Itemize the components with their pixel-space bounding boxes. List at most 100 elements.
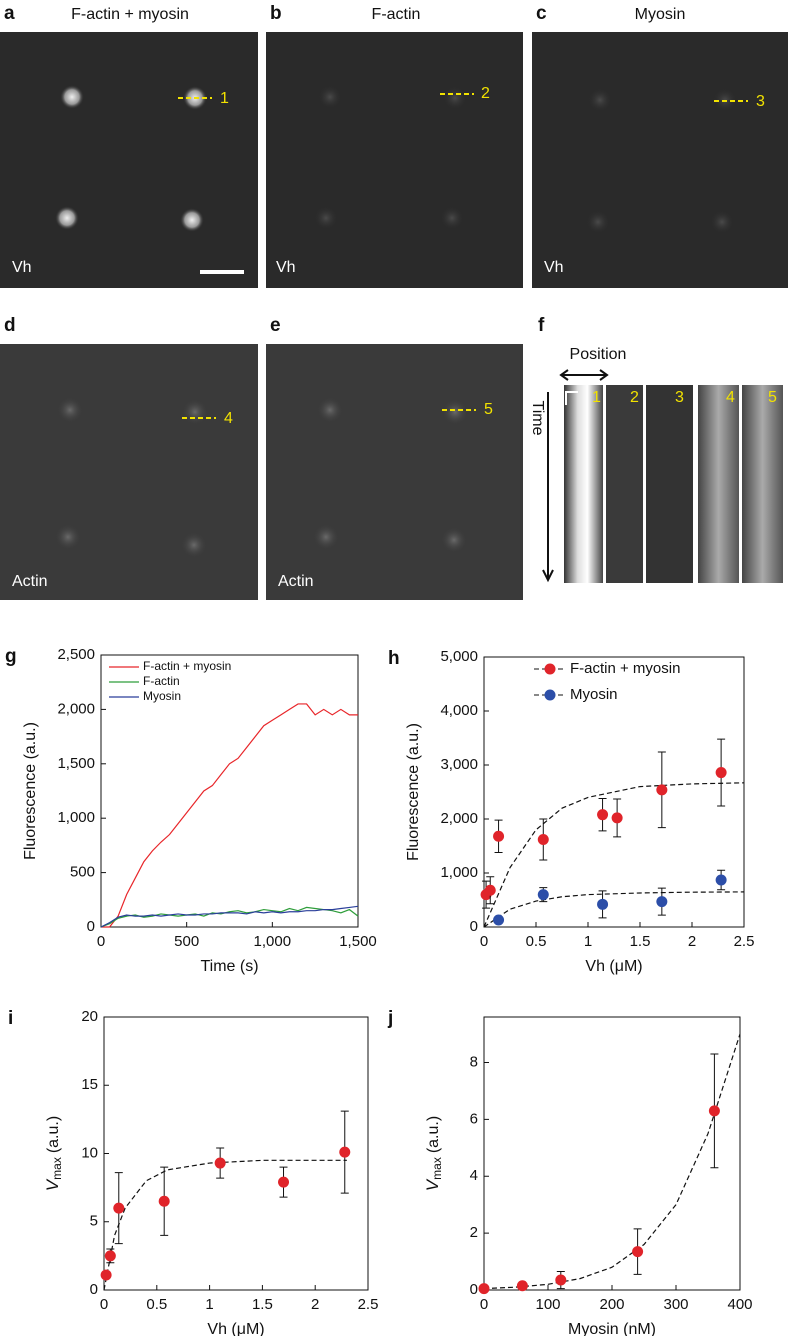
spot bbox=[442, 399, 468, 425]
panel-b: b F-actin 2 Vh bbox=[266, 3, 523, 288]
fit-line bbox=[483, 782, 745, 928]
fit-line bbox=[103, 1159, 347, 1291]
spot bbox=[586, 210, 610, 234]
line-number: 2 bbox=[481, 85, 490, 102]
channel-label: Actin bbox=[12, 573, 48, 590]
point bbox=[656, 784, 668, 796]
line-number: 4 bbox=[224, 410, 233, 427]
x-axis-label: Vh (μM) bbox=[585, 958, 642, 975]
lane-number: 5 bbox=[768, 389, 777, 406]
y-tick-label: 0 bbox=[470, 918, 478, 935]
position-label: Position bbox=[570, 346, 627, 363]
point bbox=[484, 884, 496, 896]
x-tick-label: 0.5 bbox=[526, 933, 547, 950]
legend-label: F-actin bbox=[143, 674, 180, 688]
spot bbox=[55, 524, 81, 550]
chart-g: g 0 500 1,000 1,500 0 500 1,000 1,500 2,000 2,500 T… bbox=[5, 646, 377, 975]
panel-label: b bbox=[270, 3, 282, 24]
spot bbox=[318, 85, 342, 109]
point bbox=[214, 1157, 226, 1169]
point bbox=[611, 812, 623, 824]
x-tick-label: 2.5 bbox=[358, 1296, 379, 1313]
y-tick-label: 1,000 bbox=[57, 809, 95, 826]
y-symbol: V bbox=[423, 1178, 442, 1191]
y-tick-label: 10 bbox=[81, 1144, 98, 1161]
panel-label: j bbox=[387, 1008, 393, 1029]
x-tick-label: 200 bbox=[599, 1296, 624, 1313]
x-tick-label: 1.5 bbox=[630, 933, 651, 950]
point bbox=[708, 1105, 720, 1117]
spot bbox=[57, 397, 83, 423]
point bbox=[537, 889, 549, 901]
position-arrow bbox=[559, 369, 609, 381]
spot bbox=[180, 208, 204, 232]
panel-label: i bbox=[8, 1008, 13, 1029]
point bbox=[100, 1269, 112, 1281]
y-tick-label: 0 bbox=[87, 918, 95, 935]
spot bbox=[182, 399, 208, 425]
panel-label: a bbox=[4, 3, 15, 24]
x-tick-label: 1,500 bbox=[339, 933, 377, 950]
chart-j: j 0 100 200 300 400 0 2 4 6 8 Myosin (nM) Vmax (a.u.) bbox=[387, 1008, 753, 1336]
chart-i: i 0 0.5 1 1.5 2 2.5 0 5 10 15 20 Vh (μM) Vmax (a.u.) bbox=[8, 1008, 378, 1336]
legend-label: F-actin + myosin bbox=[143, 659, 231, 673]
panel-label: d bbox=[4, 315, 16, 336]
x-tick-label: 1 bbox=[205, 1296, 213, 1313]
y-tick-label: 0 bbox=[90, 1281, 98, 1298]
y-subscript: max bbox=[50, 1157, 64, 1180]
spot bbox=[60, 85, 84, 109]
point bbox=[656, 896, 668, 908]
y-tick-label: 15 bbox=[81, 1076, 98, 1093]
micrograph bbox=[0, 344, 258, 600]
point bbox=[537, 834, 549, 846]
panel-title: F-actin + myosin bbox=[71, 6, 189, 23]
y-tick-label: 1,500 bbox=[57, 755, 95, 772]
spot bbox=[181, 532, 207, 558]
micrograph bbox=[0, 32, 258, 288]
lane-number: 2 bbox=[630, 389, 639, 406]
legend-marker bbox=[544, 689, 556, 701]
fit-line bbox=[483, 1033, 741, 1290]
lane-number: 1 bbox=[592, 389, 601, 406]
point bbox=[632, 1246, 644, 1258]
point bbox=[278, 1176, 290, 1188]
kymograph bbox=[698, 385, 739, 583]
micrograph bbox=[532, 32, 788, 288]
y-tick-label: 3,000 bbox=[440, 756, 478, 773]
y-subscript: max bbox=[430, 1157, 444, 1180]
spot bbox=[441, 527, 467, 553]
y-unit: (a.u.) bbox=[45, 1116, 62, 1153]
point bbox=[715, 874, 727, 886]
legend-label: F-actin + myosin bbox=[570, 660, 680, 677]
legend-label: Myosin bbox=[143, 689, 181, 703]
x-tick-label: 1.5 bbox=[252, 1296, 273, 1313]
x-tick-label: 400 bbox=[727, 1296, 752, 1313]
y-tick-label: 2,500 bbox=[57, 646, 95, 663]
point bbox=[158, 1195, 170, 1207]
panel-title: Myosin bbox=[635, 6, 686, 23]
spot bbox=[443, 86, 467, 110]
time-arrow bbox=[542, 392, 554, 583]
panel-label: e bbox=[270, 315, 281, 336]
channel-label: Vh bbox=[544, 259, 564, 276]
y-axis-label: Fluorescence (a.u.) bbox=[22, 722, 39, 860]
spot bbox=[440, 206, 464, 230]
x-axis-label: Vh (μM) bbox=[207, 1321, 264, 1336]
fit-line bbox=[483, 891, 745, 928]
line-number: 3 bbox=[756, 93, 765, 110]
panel-label: f bbox=[538, 315, 545, 336]
plot-frame bbox=[483, 656, 745, 928]
legend-label: Myosin bbox=[570, 686, 618, 703]
y-tick-label: 1,000 bbox=[440, 864, 478, 881]
plot-frame bbox=[103, 1016, 369, 1291]
y-tick-label: 5,000 bbox=[440, 648, 478, 665]
y-tick-label: 4 bbox=[470, 1167, 478, 1184]
series-line bbox=[100, 906, 359, 928]
x-tick-label: 0 bbox=[480, 1296, 488, 1313]
x-tick-label: 2 bbox=[688, 933, 696, 950]
time-label: Time bbox=[529, 401, 546, 436]
spot bbox=[314, 206, 338, 230]
y-tick-label: 5 bbox=[90, 1213, 98, 1230]
chart-h: h 0 0.5 1 1.5 2 2.5 0 1,000 2,000 3,000 4,000 5,000 V… bbox=[388, 648, 754, 975]
